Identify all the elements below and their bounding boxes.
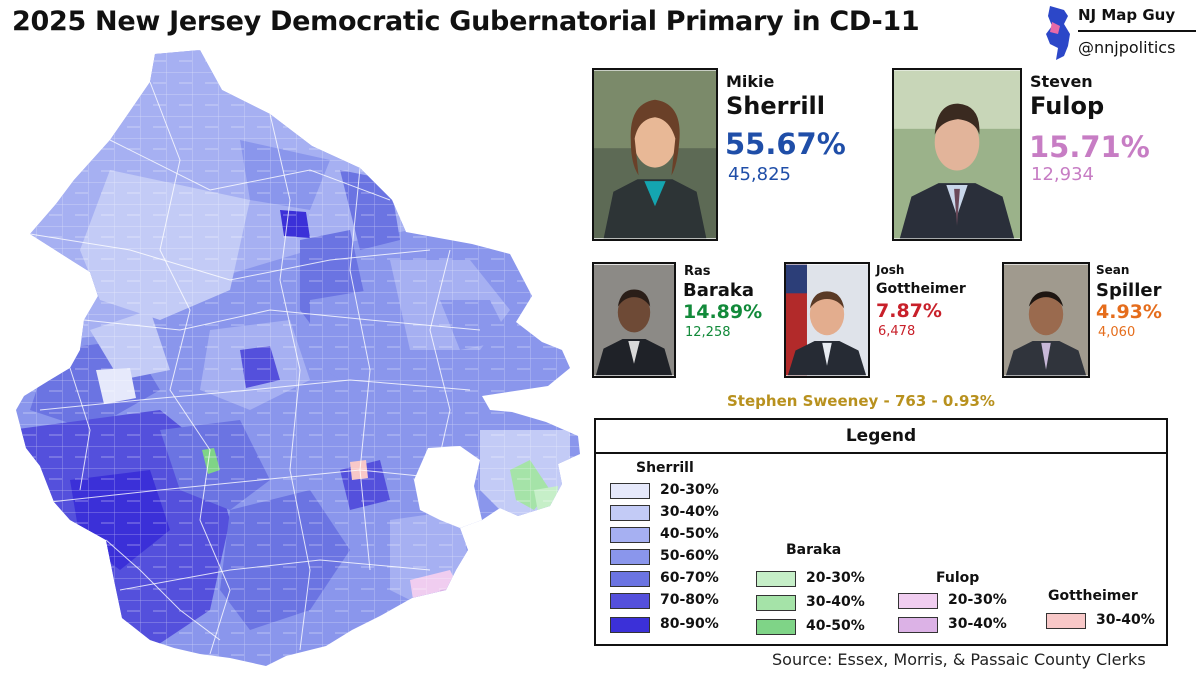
precinct-map xyxy=(16,50,580,666)
legend-swatch xyxy=(610,505,650,521)
legend-swatch xyxy=(756,595,796,611)
brand-handle: @nnjpolitics xyxy=(1078,38,1176,57)
candidate-photo-fulop xyxy=(892,68,1022,241)
legend-label: 60-70% xyxy=(660,570,719,586)
legend-label: 30-40% xyxy=(806,594,865,610)
candidate-first-name: Steven xyxy=(1030,72,1093,91)
legend-swatch xyxy=(756,571,796,587)
legend-swatch xyxy=(610,593,650,609)
legend-swatch xyxy=(610,483,650,499)
candidate-first-name: Ras xyxy=(684,264,711,279)
legend-swatch xyxy=(898,593,938,609)
candidate-photo-spiller xyxy=(1002,262,1090,378)
candidate-first-name: Josh xyxy=(876,263,905,277)
candidate-percent: 7.87% xyxy=(876,300,942,322)
legend-group-title: Baraka xyxy=(786,542,842,558)
legend-label: 40-50% xyxy=(806,618,865,634)
candidate-percent: 14.89% xyxy=(683,301,763,323)
legend-swatch xyxy=(898,617,938,633)
candidate-last-name: Spiller xyxy=(1096,280,1162,301)
minor-candidate-result: Stephen Sweeney - 763 - 0.93% xyxy=(727,392,995,410)
map-title: 2025 New Jersey Democratic Gubernatorial… xyxy=(12,6,920,37)
candidate-votes: 45,825 xyxy=(728,164,791,185)
brand-block: NJ Map Guy @nnjpolitics xyxy=(1042,4,1198,64)
candidate-first-name: Mikie xyxy=(726,72,775,91)
legend-label: 80-90% xyxy=(660,616,719,632)
legend-label: 70-80% xyxy=(660,592,719,608)
candidate-votes: 12,934 xyxy=(1031,164,1094,185)
candidate-percent: 15.71% xyxy=(1029,130,1150,164)
legend-swatch xyxy=(1046,613,1086,629)
legend-group-title: Sherrill xyxy=(636,460,694,476)
candidate-last-name: Gottheimer xyxy=(876,281,966,297)
map-legend: Legend Sherrill 20-30% 30-40% 40-50% 50-… xyxy=(594,418,1168,646)
legend-swatch xyxy=(610,549,650,565)
legend-label: 20-30% xyxy=(948,592,1007,608)
candidate-photo-gottheimer xyxy=(784,262,870,378)
legend-swatch xyxy=(756,619,796,635)
source-note: Source: Essex, Morris, & Passaic County … xyxy=(772,650,1146,669)
legend-group-title: Fulop xyxy=(936,570,980,586)
legend-label: 50-60% xyxy=(660,548,719,564)
candidate-last-name: Fulop xyxy=(1030,92,1105,120)
legend-title: Legend xyxy=(596,420,1166,454)
candidate-votes: 4,060 xyxy=(1098,325,1136,340)
candidate-percent: 4.93% xyxy=(1096,301,1162,323)
legend-group-title: Gottheimer xyxy=(1048,588,1138,604)
candidate-photo-baraka xyxy=(592,262,676,378)
brand-name: NJ Map Guy xyxy=(1078,6,1176,24)
legend-label: 30-40% xyxy=(948,616,1007,632)
candidate-percent: 55.67% xyxy=(725,127,846,161)
nj-logo-icon xyxy=(1046,6,1070,60)
brand-divider xyxy=(1078,30,1196,32)
legend-label: 20-30% xyxy=(806,570,865,586)
candidate-votes: 6,478 xyxy=(878,324,916,339)
legend-swatch xyxy=(610,571,650,587)
legend-swatch xyxy=(610,527,650,543)
candidate-photo-sherrill xyxy=(592,68,718,241)
legend-label: 30-40% xyxy=(660,504,719,520)
legend-label: 40-50% xyxy=(660,526,719,542)
candidate-last-name: Sherrill xyxy=(726,92,825,120)
candidate-first-name: Sean xyxy=(1096,263,1130,277)
legend-swatch xyxy=(610,617,650,633)
legend-label: 30-40% xyxy=(1096,612,1155,628)
candidate-votes: 12,258 xyxy=(685,325,731,340)
candidate-last-name: Baraka xyxy=(683,280,755,301)
legend-label: 20-30% xyxy=(660,482,719,498)
